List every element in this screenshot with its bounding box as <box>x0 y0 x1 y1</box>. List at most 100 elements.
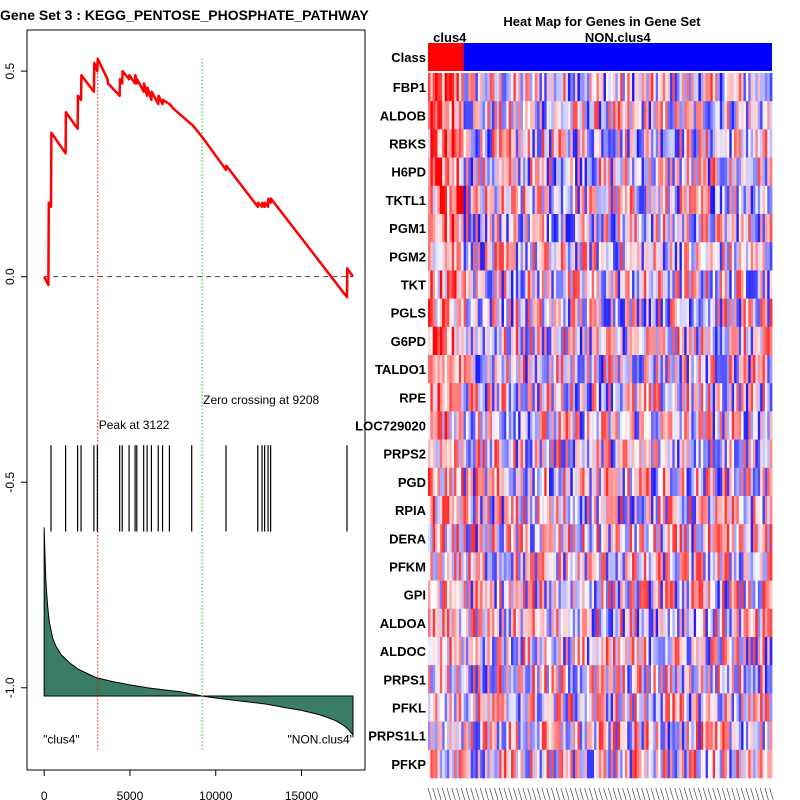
heatmap-cell <box>712 496 716 525</box>
heatmap-cell <box>677 73 680 102</box>
heatmap-cell <box>688 749 692 779</box>
heatmap-cell <box>463 383 467 412</box>
heatmap-cell <box>454 749 457 779</box>
heatmap-cell <box>655 496 659 525</box>
heatmap-cell <box>767 326 771 356</box>
heatmap-cell <box>589 552 593 581</box>
heatmap-cell <box>743 242 747 271</box>
heatmap-cell <box>627 524 631 553</box>
heatmap-cell <box>594 298 597 328</box>
heatmap-cell <box>515 496 519 525</box>
heatmap-cell <box>456 383 460 412</box>
heatmap-cell <box>734 580 737 610</box>
heatmap-cell <box>710 411 714 440</box>
heatmap-cell <box>563 665 566 694</box>
heatmap-cell <box>605 749 609 779</box>
heatmap-cell <box>636 749 640 779</box>
heatmap-cell <box>636 524 640 553</box>
heatmap-cell <box>428 467 431 497</box>
heatmap-cell <box>729 242 733 271</box>
heatmap-cell <box>693 157 697 187</box>
heatmap-cell <box>439 383 443 412</box>
heatmap-cell <box>473 242 476 271</box>
heatmap-cell <box>764 298 768 328</box>
heatmap-cell <box>745 185 749 215</box>
heatmap-cell <box>698 298 702 328</box>
heatmap-cell <box>539 270 543 299</box>
heatmap-cell <box>506 355 510 384</box>
heatmap-cell <box>610 157 614 187</box>
heatmap-cell <box>456 411 460 440</box>
heatmap-cell <box>477 101 481 130</box>
heatmap-cell <box>511 383 514 412</box>
heatmap-cell <box>530 552 533 581</box>
x-tick-label: 0 <box>41 789 48 800</box>
heatmap-cell <box>558 383 562 412</box>
heatmap-cell <box>558 665 562 694</box>
heatmap-cell <box>525 580 529 610</box>
heatmap-cell <box>598 411 602 440</box>
heatmap-cell <box>563 496 566 525</box>
heatmap-cell <box>586 721 590 751</box>
heatmap-cell <box>594 524 597 553</box>
heatmap-cell <box>563 129 566 158</box>
heatmap-cell <box>653 749 657 779</box>
heatmap-cell <box>738 580 742 610</box>
heatmap-cell <box>639 749 642 779</box>
heatmap-cell <box>499 383 502 412</box>
heatmap-cell <box>598 326 602 356</box>
heatmap-cell <box>437 73 441 102</box>
heatmap-cell <box>428 383 431 412</box>
heatmap-cell <box>767 242 771 271</box>
heatmap-cell <box>582 157 585 187</box>
heatmap-cell <box>719 355 723 384</box>
heatmap-cell <box>658 270 661 299</box>
heatmap-cell <box>646 270 650 299</box>
heatmap-cell <box>601 326 604 356</box>
heatmap-cell <box>503 73 507 102</box>
heatmap-cell <box>565 157 569 187</box>
heatmap-cell <box>449 298 453 328</box>
heatmap-cell <box>643 496 647 525</box>
heatmap-cell <box>546 326 550 356</box>
heatmap-cell <box>513 693 517 722</box>
heatmap-cell <box>482 665 486 694</box>
heatmap-cell <box>439 496 443 525</box>
heatmap-cell <box>596 214 600 243</box>
heatmap-cell <box>539 383 543 412</box>
heatmap-cell <box>615 157 619 187</box>
heatmap-cell <box>710 665 714 694</box>
heatmap-cell <box>534 439 538 469</box>
heatmap-cell <box>620 355 623 384</box>
heatmap-cell <box>662 580 666 610</box>
heatmap-cell <box>741 185 744 215</box>
heatmap-cell <box>530 326 533 356</box>
heatmap-cell <box>648 355 652 384</box>
heatmap-cell <box>548 439 552 469</box>
heatmap-cell <box>684 552 687 581</box>
heatmap-cell <box>669 242 673 271</box>
heatmap-cell <box>712 242 716 271</box>
heatmap-cell <box>577 749 581 779</box>
heatmap-cell <box>620 665 623 694</box>
heatmap-cell <box>494 326 498 356</box>
heatmap-cell <box>672 326 676 356</box>
heatmap-cell <box>499 693 502 722</box>
heatmap-cell <box>499 721 502 751</box>
heatmap-cell <box>582 73 585 102</box>
heatmap-cell <box>546 552 550 581</box>
heatmap-cell <box>560 665 564 694</box>
heatmap-cell <box>755 157 759 187</box>
heatmap-cell <box>556 73 559 102</box>
heatmap-cell <box>641 467 645 497</box>
heatmap-cell <box>520 439 524 469</box>
heatmap-cell <box>707 467 711 497</box>
heatmap-cell <box>674 214 678 243</box>
heatmap-cell <box>475 467 479 497</box>
heatmap-cell <box>617 355 621 384</box>
gene-label: PGM1 <box>389 221 426 236</box>
heatmap-cell <box>527 214 531 243</box>
heatmap-cell <box>764 665 768 694</box>
heatmap-cell <box>636 355 640 384</box>
heatmap-cell <box>527 270 531 299</box>
